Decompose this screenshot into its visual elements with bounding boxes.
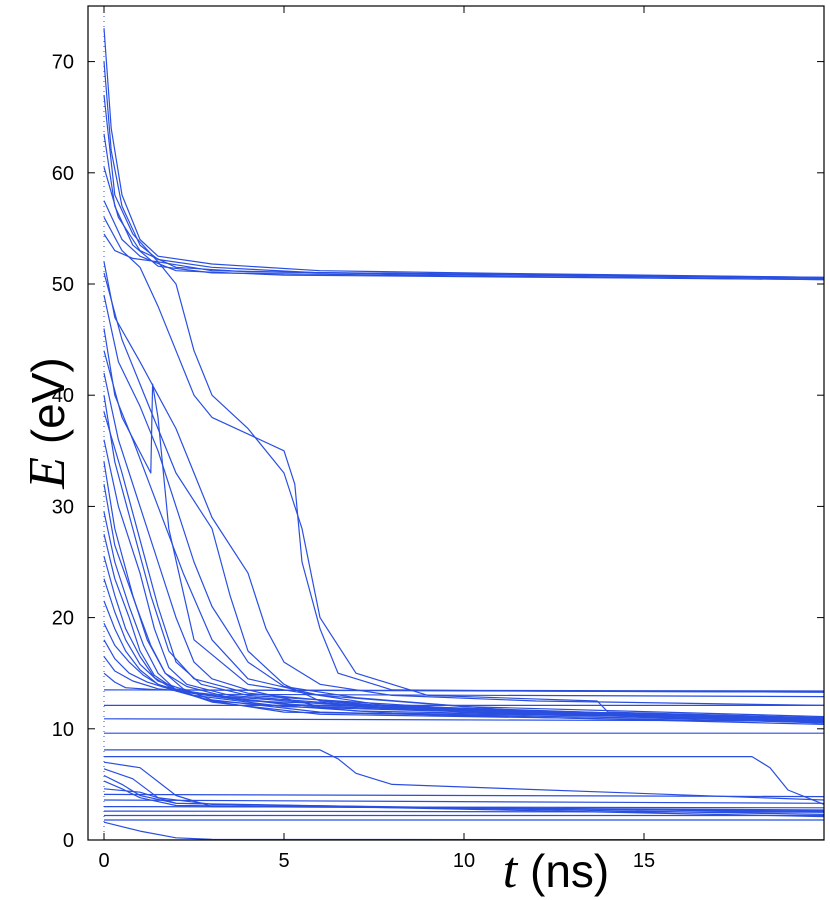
energy-trace-34 (104, 756, 824, 805)
y-tick-label: 70 (52, 52, 74, 74)
x-tick-labels: 0 5 10 15 (98, 850, 655, 872)
y-tick-label: 40 (52, 385, 74, 407)
energy-trace-6 (103, 200, 824, 281)
energy-trace-31 (103, 718, 824, 722)
energy-trace-42 (103, 806, 824, 809)
series-group (103, 28, 824, 840)
energy-trace-17 (103, 439, 824, 724)
x-tick-label: 5 (278, 850, 289, 872)
energy-trace-15 (103, 395, 824, 723)
energy-trace-27 (103, 656, 824, 698)
y-tick-label: 60 (52, 163, 74, 185)
y-tick-label: 30 (52, 496, 74, 518)
energy-trace-2 (103, 61, 824, 279)
energy-trace-24 (103, 600, 824, 723)
plot-area (87, 5, 825, 841)
x-tick-label: 15 (633, 850, 655, 872)
x-axis-label: t (ns) (503, 842, 609, 899)
y-tick-label: 10 (52, 719, 74, 741)
energy-trace-3 (103, 94, 824, 279)
energy-trace-40 (103, 793, 824, 798)
energy-trace-14 (103, 372, 824, 722)
energy-trace-20 (103, 511, 824, 722)
energy-trace-13 (103, 350, 824, 721)
y-tick-label: 0 (63, 830, 74, 852)
energy-trace-28 (103, 672, 824, 693)
energy-trace-33 (104, 749, 824, 801)
energy-trace-5 (103, 167, 824, 278)
energy-trace-12 (103, 328, 824, 718)
plot-frame (87, 5, 825, 841)
energy-trace-1 (103, 28, 824, 278)
energy-trace-4 (103, 133, 824, 281)
energy-trace-9 (103, 261, 824, 706)
energy-trace-18 (103, 461, 824, 721)
energy-trace-7 (103, 217, 824, 693)
y-axis-label: E (eV) (19, 357, 76, 489)
x-tick-label: 10 (453, 850, 475, 872)
energy-trace-41 (103, 799, 824, 804)
energy-trace-29 (103, 689, 824, 692)
energy-trace-25 (103, 622, 824, 720)
energy-trace-39 (103, 788, 824, 818)
y-tick-labels: 0 10 20 30 40 50 60 70 (52, 52, 74, 852)
energy-trace-43 (103, 810, 824, 813)
energy-trace-16 (103, 411, 824, 720)
x-tick-label: 0 (98, 850, 109, 872)
energy-trace-8 (103, 233, 824, 719)
energy-trace-21 (103, 534, 824, 723)
energy-trace-10 (103, 272, 824, 719)
y-tick-label: 20 (52, 608, 74, 630)
energy-trace-23 (103, 578, 824, 721)
y-tick-label: 50 (52, 274, 74, 296)
energy-trace-26 (103, 639, 824, 721)
axis-ticks (88, 6, 824, 841)
energy-trace-19 (103, 484, 824, 725)
